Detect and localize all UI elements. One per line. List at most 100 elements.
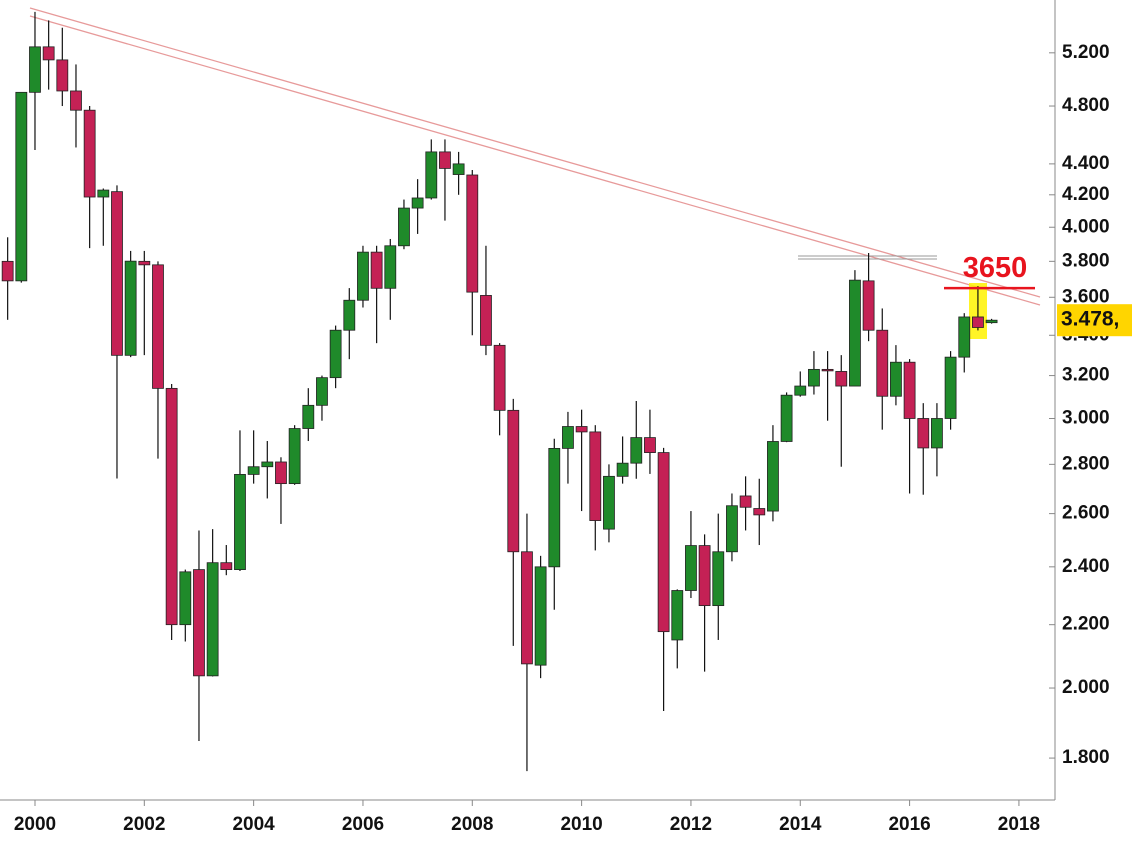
- y-tick-label: 2.800: [1062, 453, 1110, 474]
- candle-body: [247, 466, 260, 475]
- y-tick-label: 2.000: [1062, 677, 1110, 698]
- candle-body: [821, 368, 834, 372]
- candle-body: [548, 447, 561, 568]
- y-tick-label: 4.800: [1062, 95, 1110, 116]
- candle-body: [657, 452, 670, 633]
- candle-body: [124, 260, 137, 356]
- candle-body: [42, 46, 55, 61]
- candle-body: [234, 473, 246, 571]
- y-tick-label: 3.800: [1062, 250, 1110, 271]
- candle-body: [685, 545, 697, 591]
- candle-body: [575, 426, 588, 433]
- candle-body: [630, 437, 643, 464]
- candle-body: [603, 475, 615, 530]
- candle-body: [780, 394, 793, 442]
- candle-body: [739, 495, 752, 508]
- candle-body: [616, 462, 629, 477]
- candle-body: [808, 368, 820, 387]
- candle-body: [56, 59, 69, 92]
- candle-body: [1, 260, 14, 282]
- candle-body: [288, 428, 301, 485]
- candle-body: [712, 551, 725, 607]
- candle-body: [903, 361, 916, 419]
- candle-body: [890, 361, 902, 397]
- level-label: 3650: [963, 252, 1028, 284]
- y-tick-label: 5.200: [1062, 42, 1110, 63]
- x-tick-label: 2012: [670, 814, 712, 835]
- candle-body: [671, 590, 684, 641]
- candle-body: [165, 387, 178, 626]
- price-label: 3.478,: [1061, 308, 1119, 331]
- candle-body: [329, 329, 342, 379]
- candle-body: [206, 562, 219, 677]
- candle-body: [753, 508, 766, 516]
- x-tick-label: 2006: [342, 814, 384, 835]
- candle-body: [521, 551, 533, 665]
- y-tick-label: 3.600: [1062, 286, 1110, 307]
- candle-body: [439, 151, 451, 169]
- x-tick-label: 2000: [14, 814, 56, 835]
- candle-body: [835, 371, 848, 387]
- candle-body: [726, 505, 738, 553]
- candle-body: [644, 437, 656, 453]
- candle-body: [972, 316, 984, 328]
- x-tick-label: 2018: [998, 814, 1040, 835]
- y-tick-label: 1.800: [1062, 747, 1110, 768]
- candle-body: [384, 245, 397, 289]
- candle-body: [111, 191, 123, 356]
- candle-body: [493, 344, 506, 411]
- candle-body: [944, 356, 957, 419]
- y-tick-label: 3.200: [1062, 365, 1110, 386]
- x-tick-label: 2010: [560, 814, 602, 835]
- x-tick-label: 2014: [779, 814, 822, 835]
- y-tick-label: 2.600: [1062, 503, 1110, 524]
- candle-body: [480, 295, 492, 346]
- candle-body: [220, 562, 233, 571]
- candle-body: [179, 571, 192, 626]
- candle-body: [152, 264, 164, 389]
- candle-body: [589, 431, 602, 521]
- candle-body: [357, 251, 369, 301]
- candle-body: [562, 426, 574, 449]
- candle-body: [862, 280, 875, 331]
- candle-body: [876, 329, 889, 397]
- candle-body: [507, 409, 520, 553]
- candle-body: [316, 377, 328, 406]
- y-tick-label: 2.200: [1062, 614, 1110, 635]
- candle-body: [370, 251, 383, 289]
- candle-body: [794, 385, 807, 396]
- candle-body: [343, 299, 356, 331]
- y-tick-label: 3.000: [1062, 408, 1110, 429]
- candle-body: [15, 91, 28, 282]
- candle-body: [767, 441, 779, 512]
- y-tick-label: 4.000: [1062, 216, 1110, 237]
- candle-body: [534, 566, 547, 666]
- price-box: [1057, 304, 1132, 337]
- candle-body: [302, 404, 315, 429]
- candle-body: [466, 174, 479, 293]
- candle-body: [931, 418, 943, 449]
- candle-body: [398, 207, 410, 247]
- candle-body: [275, 461, 287, 485]
- candle-body: [452, 163, 465, 175]
- candle-body: [97, 189, 110, 198]
- candle-body: [261, 461, 274, 468]
- x-tick-label: 2004: [232, 814, 275, 835]
- trend-line: [29, 15, 1041, 306]
- candle-body: [849, 279, 861, 387]
- x-tick-label: 2002: [123, 814, 165, 835]
- x-tick-label: 2008: [451, 814, 493, 835]
- candle-body: [70, 90, 82, 111]
- candle-body: [985, 319, 998, 324]
- candle-body: [425, 151, 438, 199]
- candle-body: [29, 46, 41, 93]
- x-tick-label: 2016: [888, 814, 930, 835]
- candle-body: [917, 418, 930, 449]
- y-tick-label: 4.200: [1062, 184, 1110, 205]
- y-tick-label: 4.400: [1062, 153, 1110, 174]
- y-tick-label: 2.400: [1062, 556, 1110, 577]
- candle-body: [958, 316, 971, 358]
- candle-body: [698, 545, 711, 607]
- candle-body: [138, 260, 151, 266]
